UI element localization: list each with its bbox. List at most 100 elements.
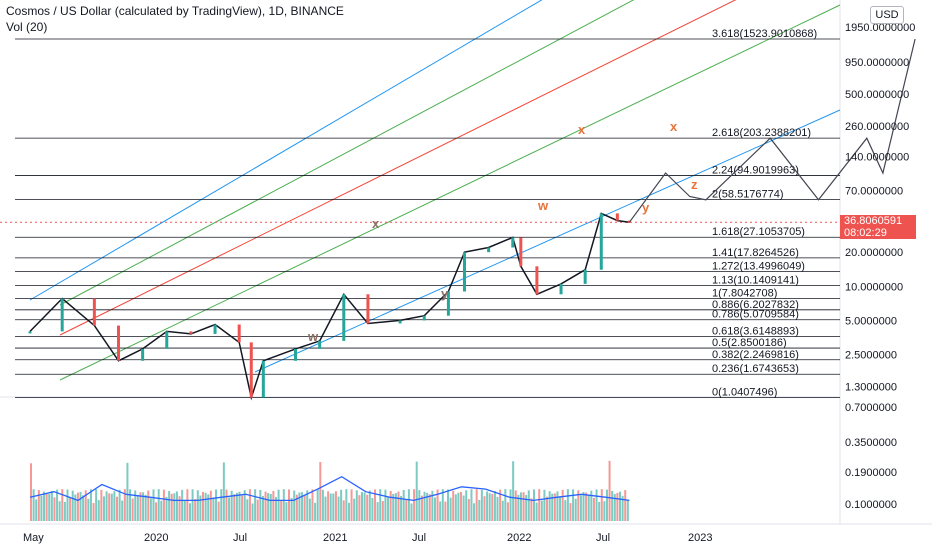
volume-bar: [446, 489, 449, 521]
volume-bar: [256, 499, 259, 521]
volume-bar: [360, 492, 363, 521]
volume-bar: [475, 489, 478, 521]
volume-bar: [259, 489, 262, 521]
volume-bar: [592, 497, 595, 521]
volume-bar: [95, 489, 98, 521]
volume-bar: [441, 489, 444, 521]
volume-bar: [217, 501, 220, 521]
time-tick-label: May: [23, 532, 44, 544]
fib-level-label: 2.618(203.2388201): [712, 127, 811, 139]
volume-bar: [405, 499, 408, 521]
volume-bar: [548, 491, 551, 521]
volume-bar: [530, 498, 533, 521]
volume-bar: [566, 489, 569, 521]
volume-bar: [129, 489, 132, 521]
volume-bar: [63, 501, 66, 521]
volume-bar: [204, 492, 207, 521]
volume-bar: [136, 495, 139, 521]
volume-bar: [178, 496, 181, 521]
last-price-value: 36.8060591: [844, 215, 903, 227]
fib-level-label: 1.41(17.8264526): [712, 247, 799, 259]
price-candle: [487, 247, 491, 253]
volume-bar: [506, 502, 509, 521]
volume-bar: [295, 494, 298, 521]
fib-level-label: 0.236(1.6743653): [712, 363, 799, 375]
volume-bar: [358, 495, 361, 521]
volume-bar: [324, 496, 327, 521]
price-tick-label: 3750.0000000: [845, 0, 915, 2]
volume-bar: [462, 495, 465, 521]
volume-bar: [334, 491, 337, 521]
volume-bar: [102, 496, 105, 521]
volume-bar: [74, 494, 77, 521]
price-candle: [141, 348, 145, 361]
volume-ma-line: [29, 475, 630, 502]
volume-bar: [48, 494, 51, 521]
volume-bar: [212, 497, 215, 521]
volume-bar: [527, 490, 530, 521]
volume-bar: [483, 496, 486, 521]
volume-bar: [582, 492, 585, 521]
volume-bar: [522, 492, 525, 521]
volume-bar: [196, 490, 199, 521]
volume-bar: [342, 500, 345, 521]
fib-level-label: 0.618(3.6148893): [712, 325, 799, 337]
volume-bar: [603, 501, 606, 521]
volume-bar: [397, 491, 400, 521]
volume-bar: [199, 495, 202, 521]
volume-bar: [553, 493, 556, 521]
volume-bar: [170, 493, 173, 521]
volume-bar: [123, 489, 126, 521]
volume-bar: [532, 489, 535, 521]
price-candle: [535, 266, 539, 295]
volume-bar: [165, 496, 168, 521]
volume-bar: [559, 496, 562, 521]
volume-bar: [173, 493, 176, 521]
volume-bar: [251, 503, 254, 521]
volume-bar: [525, 495, 528, 521]
volume-bar: [420, 495, 423, 521]
volume-bar: [71, 490, 74, 521]
time-tick-label: Jul: [596, 532, 610, 544]
price-candle: [583, 269, 587, 284]
volume-bar: [371, 498, 374, 521]
volume-bar: [89, 489, 92, 521]
volume-bar: [480, 489, 483, 521]
fib-level-label: 3.618(1523.9010868): [712, 28, 817, 40]
volume-bar: [619, 491, 622, 521]
volume-bar: [410, 503, 413, 521]
volume-bar: [152, 489, 155, 521]
volume-bar: [423, 491, 426, 521]
time-tick-label: 2023: [688, 532, 712, 544]
volume-bar: [600, 489, 603, 521]
volume-bar: [486, 491, 489, 521]
volume-bar: [181, 489, 184, 521]
volume-bar: [301, 492, 304, 521]
volume-bar: [574, 498, 577, 521]
volume-bar: [311, 489, 314, 521]
volume-bar: [436, 489, 439, 521]
volume-bar: [407, 489, 410, 521]
price-tick-label: 1.3000000: [845, 382, 897, 394]
volume-bar: [467, 499, 470, 521]
volume-bar: [207, 494, 210, 521]
volume-bar: [431, 490, 434, 521]
volume-bar: [56, 489, 59, 521]
volume-bar: [413, 489, 416, 521]
volume-bar: [40, 495, 43, 521]
volume-bar: [246, 499, 249, 521]
volume-bar: [43, 491, 46, 521]
volume-tick-label: 0.3500000: [845, 437, 897, 449]
volume-bar: [105, 491, 108, 521]
volume-bar: [488, 493, 491, 521]
price-candle: [92, 298, 96, 326]
price-candle: [446, 291, 450, 316]
volume-bar: [577, 490, 580, 521]
volume-bar: [220, 489, 223, 521]
currency-unit-button[interactable]: USD: [870, 6, 904, 24]
price-candle: [261, 360, 265, 398]
volume-bar: [225, 489, 228, 521]
volume-tick-label: 0.7000000: [845, 402, 897, 414]
price-candle: [422, 315, 426, 321]
